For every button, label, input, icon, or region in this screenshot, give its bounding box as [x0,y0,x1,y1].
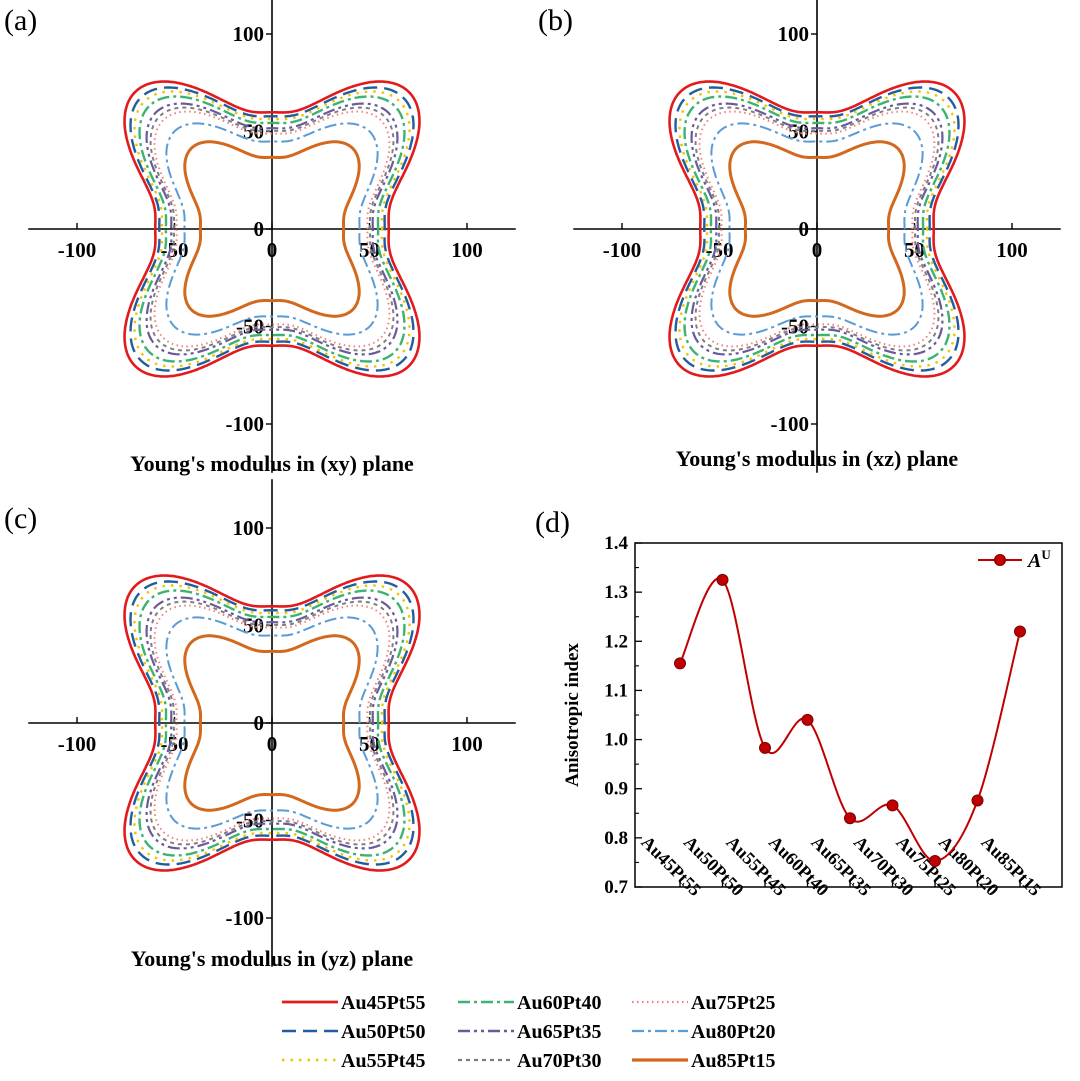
y-axis-label: Anisotropic index [562,643,583,787]
chart-legend: AU [978,547,1051,572]
polar-curve-au55pt45 [678,90,956,368]
panel-a-caption: Young's modulus in (xy) plane [130,451,414,476]
x-tick-label: 50 [904,238,925,262]
x-tick-label: 100 [451,238,483,262]
polar-curve-au70pt30 [149,106,395,352]
x-tick-label: 100 [996,238,1028,262]
polar-curve-au85pt15 [183,140,361,318]
legend-label-au50pt50: Au50Pt50 [341,1021,425,1043]
y-tick-label: 100 [233,516,265,540]
polar-curve-au55pt45 [133,584,411,862]
legend-label-au45pt55: Au45Pt55 [341,992,425,1014]
legend: Au45Pt55 Au50Pt50 Au55Pt45 Au60Pt40 Au65Pt35… [282,992,775,1072]
polar-curve-au50pt50 [674,86,960,372]
polar-curve-au60pt40 [138,589,406,857]
polar-curve-au60pt40 [683,95,951,363]
polar-curve-au65pt35 [145,102,399,356]
y-tick-label: 100 [233,22,265,46]
x-tick-label: -100 [603,238,642,262]
panel-c-label: (c) [4,502,37,535]
y-tick-label: 1.2 [604,631,628,652]
data-point-au75pt25 [929,854,941,867]
x-tick-label: 0 [267,238,278,262]
legend-label-au85pt15: Au85Pt15 [691,1050,775,1072]
polar-curve-au45pt55 [123,574,421,872]
data-point-au50pt50 [716,573,729,586]
data-point-au70pt30 [886,799,899,812]
polar-curve-au55pt45 [133,90,411,368]
polar-curve-au45pt55 [668,80,966,378]
data-point-au80pt20 [971,794,984,807]
polar-curve-au45pt55 [123,80,421,378]
y-tick-label: 0.7 [604,877,628,898]
y-tick-label: -100 [771,412,810,436]
x-tick-label: -100 [58,732,97,756]
polar-curve-au50pt50 [129,86,415,372]
y-tick-label: 0 [799,217,810,241]
data-point-au60pt40 [801,713,814,726]
panel-a-label: (a) [4,4,37,37]
polar-curve-au80pt20 [710,122,924,336]
y-tick-label: 0 [254,217,265,241]
plot-frame [634,542,1063,888]
data-point-au85pt15 [1014,625,1026,638]
data-point-au45pt55 [674,657,686,670]
panel-b-caption: Young's modulus in (xz) plane [676,446,959,471]
polar-curve-au80pt20 [165,122,379,336]
x-tick-label: -100 [58,238,97,262]
polar-curve-au65pt35 [690,102,944,356]
y-tick-label: -100 [226,412,265,436]
polar-curve-au60pt40 [138,95,406,363]
anisotropy-line [679,577,1021,863]
legend-label-au55pt45: Au55Pt45 [341,1050,425,1072]
legend-label-au60pt40: Au60Pt40 [517,992,601,1014]
x-tick-label: 0 [812,238,823,262]
panel-d-label: (d) [535,506,570,539]
polar-curve-au65pt35 [145,596,399,850]
polar-curve-au70pt30 [694,106,940,352]
y-tick-label: 1.3 [604,582,628,603]
polar-curve-au50pt50 [129,580,415,866]
x-tick-label: 100 [451,732,483,756]
polar-curve-au80pt20 [165,616,379,830]
y-tick-label: 0.9 [604,779,628,800]
legend-label-au65pt35: Au65Pt35 [517,1021,601,1043]
y-tick-label: -100 [226,906,265,930]
panel-c-caption: Young's modulus in (yz) plane [131,946,414,971]
legend-label-au80pt20: Au80Pt20 [691,1021,775,1043]
y-tick-label: 1.1 [604,680,628,701]
polar-curve-au75pt25 [153,110,391,348]
y-tick-label: 100 [778,22,810,46]
y-tick-label: 1.0 [604,730,628,751]
panel-d: (d) 0.7 0.8 0.9 1.0 1.1 1.2 1.3 1.4 Anisotropic … [535,506,1063,900]
legend-label: AU [1026,547,1051,572]
x-tick-label: 0 [267,732,278,756]
x-tick-label: 50 [359,732,380,756]
data-point-au65pt35 [844,812,856,825]
y-tick-label: 0 [254,711,265,735]
polar-curve-au75pt25 [698,110,936,348]
legend-label-au70pt30: Au70Pt30 [517,1050,601,1072]
polar-curve-au75pt25 [153,604,391,842]
legend-label-au75pt25: Au75Pt25 [691,992,775,1014]
x-tick-label: 50 [359,238,380,262]
y-tick-label: 1.4 [604,533,628,554]
y-tick-label: 0.8 [604,828,628,849]
polar-curve-au70pt30 [149,600,395,846]
polar-curve-au85pt15 [183,634,361,812]
data-point-au55pt45 [759,741,771,754]
panel-b-label: (b) [538,4,573,37]
legend-marker [994,554,1006,566]
polar-curve-au85pt15 [728,140,906,318]
anisotropy-line-chart: 0.7 0.8 0.9 1.0 1.1 1.2 1.3 1.4 Anisotropic inde… [562,533,1063,900]
